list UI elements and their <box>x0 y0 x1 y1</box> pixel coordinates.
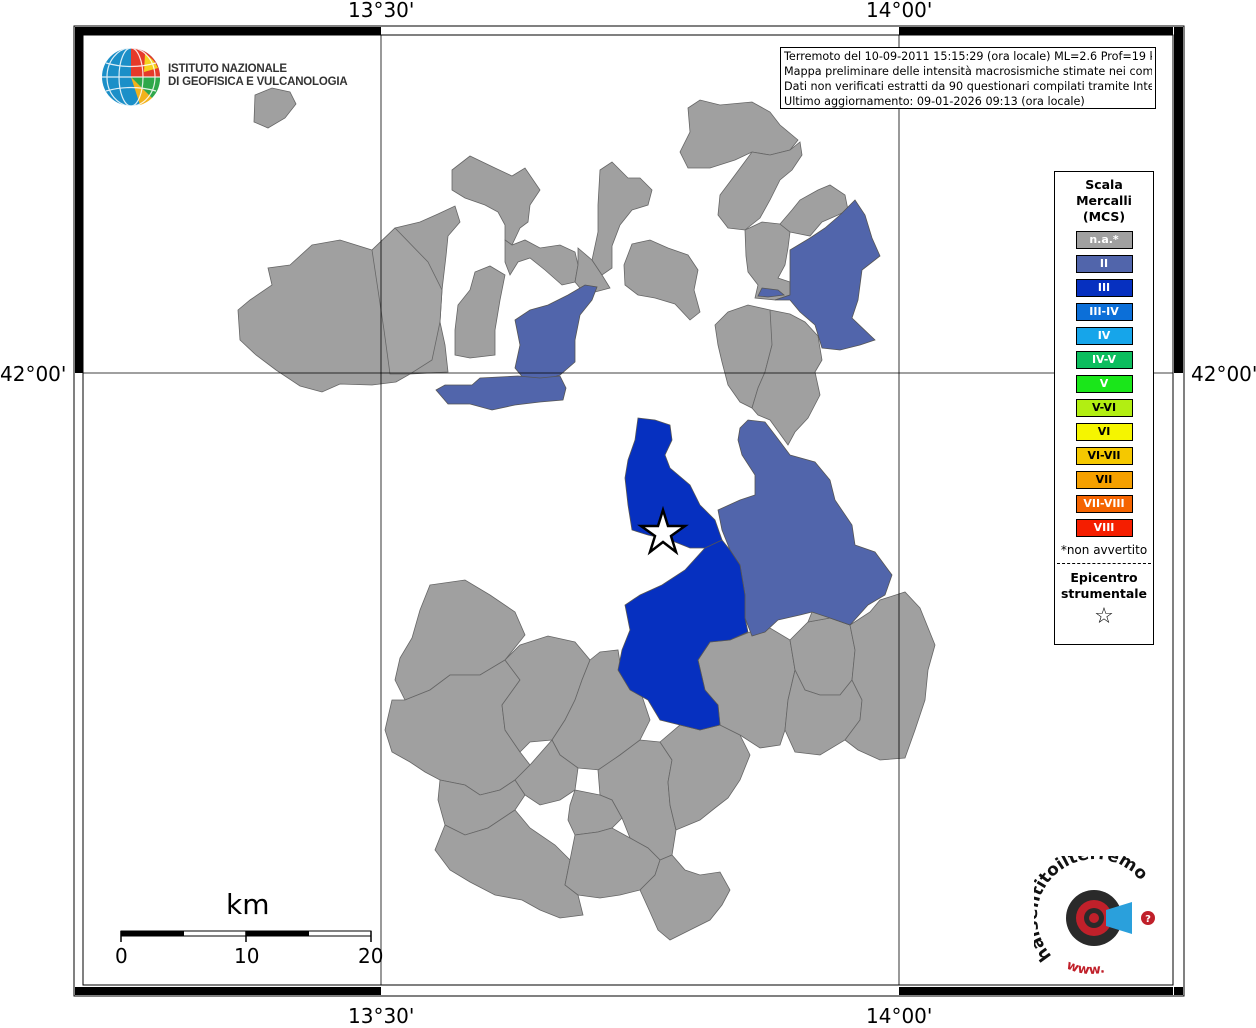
legend-epicenter-line2: strumentale <box>1060 586 1148 601</box>
haisentito-logo: haisentitoilterremoto.it www. ? <box>1022 841 1164 980</box>
event-info-line1: Terremoto del 10-09-2011 15:15:29 (ora l… <box>784 50 1152 63</box>
scale-tick-10: 10 <box>234 944 260 968</box>
legend-item-iv-v: IV-V <box>1075 351 1133 369</box>
mcs-legend: Scala Mercalli (MCS) n.a.* II III III-IV IV I… <box>1054 171 1154 645</box>
scale-tick-0: 0 <box>115 944 128 968</box>
scale-bar <box>120 930 372 942</box>
left-lat-label: 42°00' <box>0 362 67 386</box>
legend-title-line1: Scala <box>1085 177 1123 192</box>
scale-bar-title: km <box>226 888 270 921</box>
legend-item-vii-viii: VII-VIII <box>1075 495 1133 513</box>
top-lon-label-2: 14°00' <box>866 0 933 22</box>
ingv-logo-line2: DI GEOFISICA E VULCANOLOGIA <box>168 76 348 88</box>
scale-tick-20: 20 <box>358 944 384 968</box>
legend-item-iii-iv: III-IV <box>1075 303 1133 321</box>
legend-note: *non avvertito <box>1060 543 1148 557</box>
legend-item-iii: III <box>1075 279 1133 297</box>
event-info-line4: Ultimo aggiornamento: 09-01-2026 09:13 (… <box>784 95 1085 108</box>
legend-item-iv: IV <box>1075 327 1133 345</box>
globe-icon <box>102 47 161 107</box>
event-info-line2: Mappa preliminare delle intensità macros… <box>784 65 1152 78</box>
legend-epicenter-label: Epicentro strumentale <box>1055 570 1153 602</box>
ingv-logo-text: ISTITUTO NAZIONALE DI GEOFISICA E VULCAN… <box>168 63 348 89</box>
municipalities-intensity-III <box>617 417 749 731</box>
municipalities-intensity-II <box>435 199 893 637</box>
bottom-lon-label-1: 13°30' <box>348 1004 415 1028</box>
legend-item-vii: VII <box>1075 471 1133 489</box>
bottom-lon-label-2: 14°00' <box>866 1004 933 1028</box>
event-info-line3: Dati non verificati estratti da 90 quest… <box>784 80 1152 93</box>
ingv-logo <box>100 46 162 112</box>
legend-title-line2: Mercalli <box>1076 193 1132 208</box>
legend-title-line3: (MCS) <box>1082 209 1126 224</box>
legend-epicenter-line1: Epicentro <box>1070 570 1138 585</box>
graticule <box>83 35 1173 985</box>
legend-item-ii: II <box>1075 255 1133 273</box>
municipalities-na <box>237 87 936 941</box>
svg-text:www.: www. <box>1064 958 1106 976</box>
legend-item-n-a-: n.a.* <box>1075 231 1133 249</box>
top-lon-label-1: 13°30' <box>348 0 415 22</box>
legend-star-icon: ☆ <box>1094 604 1114 629</box>
legend-item-v: V <box>1075 375 1133 393</box>
legend-separator <box>1057 563 1151 564</box>
legend-item-viii: VIII <box>1075 519 1133 537</box>
epicenter-star-icon <box>637 505 689 556</box>
right-lat-label: 42°00' <box>1191 362 1256 386</box>
svg-text:?: ? <box>1145 914 1151 925</box>
legend-item-vi: VI <box>1075 423 1133 441</box>
ingv-logo-line1: ISTITUTO NAZIONALE <box>168 63 287 75</box>
legend-item-v-vi: V-VI <box>1075 399 1133 417</box>
legend-item-vi-vii: VI-VII <box>1075 447 1133 465</box>
event-info-box: Terremoto del 10-09-2011 15:15:29 (ora l… <box>780 47 1156 109</box>
haisentito-logo-www: www. <box>1064 958 1106 978</box>
legend-title: Scala Mercalli (MCS) <box>1055 177 1153 225</box>
legend-items: n.a.* II III III-IV IV IV-V V V-VI VI VI-VII VII VI… <box>1055 231 1153 537</box>
map-frame <box>73 25 1185 997</box>
haisentito-logo-graphic: haisentitoilterremoto.it www. ? <box>1022 841 1155 978</box>
